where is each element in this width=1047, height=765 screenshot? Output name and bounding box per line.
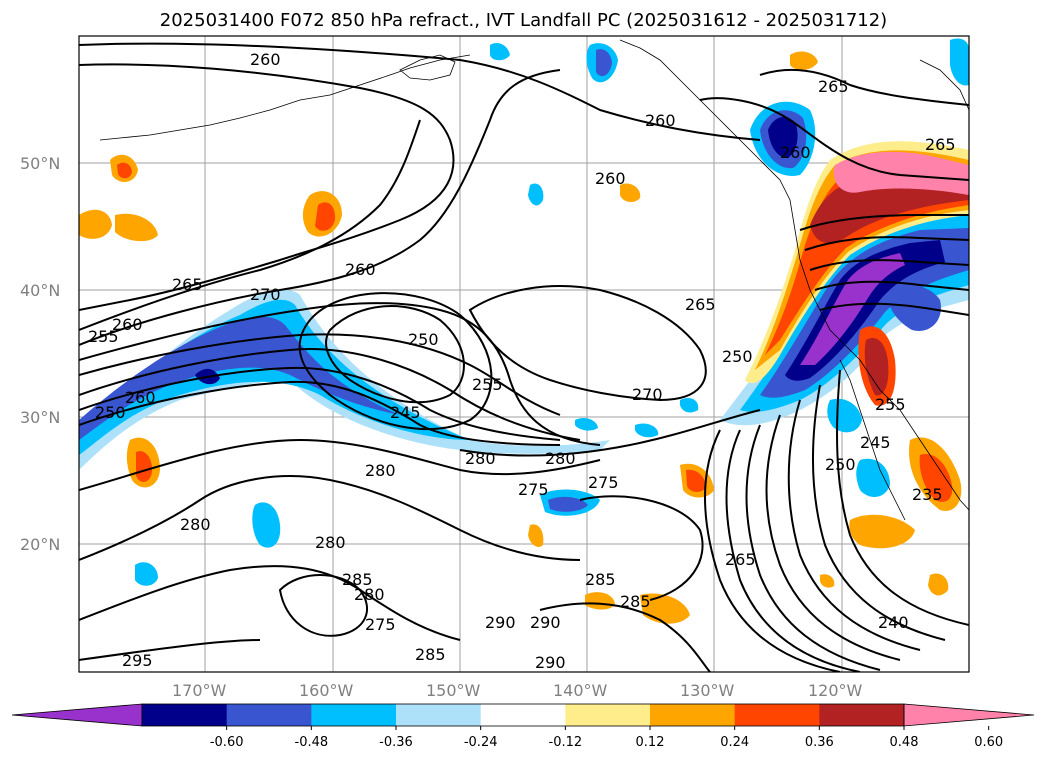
lon-label-170w: 170°W — [172, 681, 227, 700]
contour-label: 285 — [585, 570, 616, 589]
contour-label: 280 — [545, 449, 576, 468]
contour-label: 240 — [878, 613, 909, 632]
colorbar-segment — [396, 704, 482, 726]
colorbar-tick-label: -0.36 — [379, 735, 413, 750]
contour-label: 270 — [632, 385, 663, 404]
lat-label-30n: 30°N — [20, 408, 60, 427]
lon-label-140w: 140°W — [553, 681, 608, 700]
contour-label: 290 — [530, 613, 561, 632]
contour-label: 265 — [172, 275, 203, 294]
lon-label-130w: 130°W — [680, 681, 735, 700]
contour-label: 245 — [390, 403, 421, 422]
colorbar: -0.60 -0.48 -0.36 -0.24 -0.12 0.12 0.24 0.36 0.4… — [11, 703, 1035, 750]
contour-label: 250 — [722, 347, 753, 366]
contour-labels: 260 265 265 260 260 260 265 270 260 255 … — [88, 50, 956, 672]
colorbar-tick-label: -0.60 — [210, 735, 244, 750]
colorbar-tick-label: 0.24 — [720, 735, 749, 750]
contour-label: 245 — [860, 433, 891, 452]
contour-label: 235 — [912, 485, 943, 504]
colorbar-tick-label: 0.12 — [636, 735, 665, 750]
contour-label: 280 — [180, 515, 211, 534]
map-content: 260 265 265 260 260 260 265 270 260 255 … — [79, 36, 969, 672]
contour-label: 260 — [595, 169, 626, 188]
colorbar-tick-label: 0.48 — [890, 735, 919, 750]
longitude-labels: 170°W 160°W 150°W 140°W 130°W 120°W — [172, 681, 863, 700]
colorbar-tick-label: -0.24 — [464, 735, 498, 750]
contour-label: 260 — [125, 388, 156, 407]
contour-label: 260 — [780, 143, 811, 162]
lon-label-160w: 160°W — [299, 681, 354, 700]
contour-label: 255 — [472, 375, 503, 394]
contour-label: 260 — [112, 315, 143, 334]
colorbar-segment — [480, 704, 566, 726]
map-title: 2025031400 F072 850 hPa refract., IVT La… — [159, 10, 888, 31]
map-border — [78, 35, 970, 673]
contour-label: 250 — [408, 330, 439, 349]
contours — [79, 42, 969, 672]
contour-label: 280 — [365, 461, 396, 480]
colorbar-tick-label: 0.60 — [974, 735, 1003, 750]
contour-label: 265 — [725, 550, 756, 569]
contour-label: 290 — [535, 653, 566, 672]
contour-label: 265 — [925, 135, 956, 154]
contour-label: 275 — [365, 615, 396, 634]
contour-label: 265 — [818, 77, 849, 96]
lon-label-120w: 120°W — [808, 681, 863, 700]
contour-label: 260 — [250, 50, 281, 69]
contour-label: 295 — [122, 651, 153, 670]
contour-label: 255 — [88, 327, 119, 346]
colorbar-tick-label: -0.12 — [549, 735, 583, 750]
colorbar-tick-label: 0.36 — [805, 735, 834, 750]
lat-label-50n: 50°N — [20, 154, 60, 173]
colorbar-segment — [226, 704, 312, 726]
colorbar-extend-min — [11, 703, 143, 727]
contour-label: 285 — [342, 570, 373, 589]
colorbar-segment — [565, 704, 651, 726]
lon-label-150w: 150°W — [426, 681, 481, 700]
contour-label: 280 — [315, 533, 346, 552]
latitude-labels: 50°N 40°N 30°N 20°N — [20, 154, 60, 554]
contour-label: 275 — [588, 473, 619, 492]
colorbar-segment — [311, 704, 397, 726]
contour-label: 260 — [345, 260, 376, 279]
contour-label: 265 — [685, 295, 716, 314]
contour-label: 285 — [620, 592, 651, 611]
contour-label: 275 — [518, 480, 549, 499]
contour-label: 280 — [465, 449, 496, 468]
lat-label-20n: 20°N — [20, 535, 60, 554]
colorbar-segment — [650, 704, 736, 726]
contour-label: 285 — [415, 645, 446, 664]
lat-label-40n: 40°N — [20, 281, 60, 300]
colorbar-segment — [142, 704, 228, 726]
contour-label: 270 — [250, 285, 281, 304]
contour-label: 255 — [875, 395, 906, 414]
shaded-field — [79, 38, 969, 624]
colorbar-outline — [141, 703, 905, 727]
coastlines — [99, 39, 969, 521]
contour-label: 250 — [95, 403, 126, 422]
contour-label: 250 — [825, 455, 856, 474]
colorbar-segment — [819, 704, 905, 726]
colorbar-tick-label: -0.48 — [295, 735, 329, 750]
contour-label: 290 — [485, 613, 516, 632]
contour-label: 280 — [354, 585, 385, 604]
contour-label: 260 — [645, 111, 676, 130]
colorbar-segment — [734, 704, 820, 726]
colorbar-extend-max — [903, 703, 1035, 727]
